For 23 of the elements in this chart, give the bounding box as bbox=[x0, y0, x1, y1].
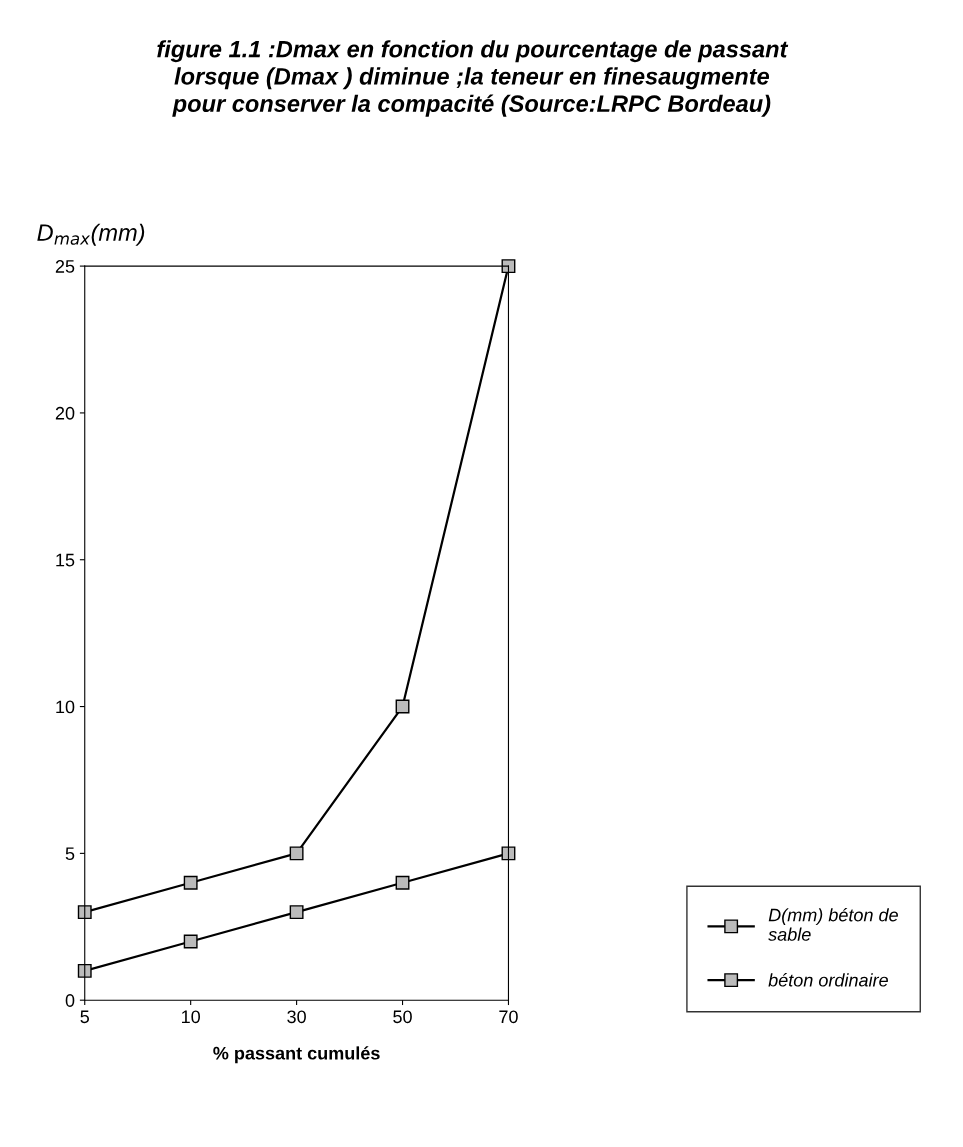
point bbox=[395, 875, 410, 890]
x-tick-label: 5 bbox=[80, 1010, 90, 1024]
x-tick-label: 70 bbox=[499, 1010, 518, 1024]
y-tick-label: 15 bbox=[56, 553, 75, 567]
y-tick-label: 5 bbox=[65, 847, 75, 861]
point bbox=[289, 846, 304, 861]
y-tick-label: 10 bbox=[56, 700, 75, 714]
x-tick-label: 30 bbox=[287, 1010, 306, 1024]
point bbox=[77, 905, 92, 920]
y-tick-label: 25 bbox=[55, 260, 75, 273]
x-tick-label: 50 bbox=[393, 1010, 412, 1024]
x-tick-label: 10 bbox=[182, 1010, 201, 1024]
legend-label: D(mm) béton de sable bbox=[768, 907, 898, 941]
x-axis-title: % passant cumulés bbox=[213, 1046, 380, 1064]
chart-title: figure 1.1 :Dmax en fonction du pourcentage de passant lorsque (Dmax ) diminue ;la teneur en finesaugmente pour conserver la compacité (Source:LRPC Bordeau) bbox=[157, 40, 789, 117]
legend-label: béton ordinaire bbox=[768, 973, 888, 987]
point bbox=[183, 875, 198, 890]
point bbox=[77, 963, 92, 978]
y-tick-label: 20 bbox=[55, 406, 75, 420]
y-tick-label: 0 bbox=[65, 994, 75, 1007]
point bbox=[183, 934, 198, 949]
point bbox=[289, 905, 304, 920]
y-axis-title: D$_{max}$(mm) bbox=[37, 223, 145, 246]
